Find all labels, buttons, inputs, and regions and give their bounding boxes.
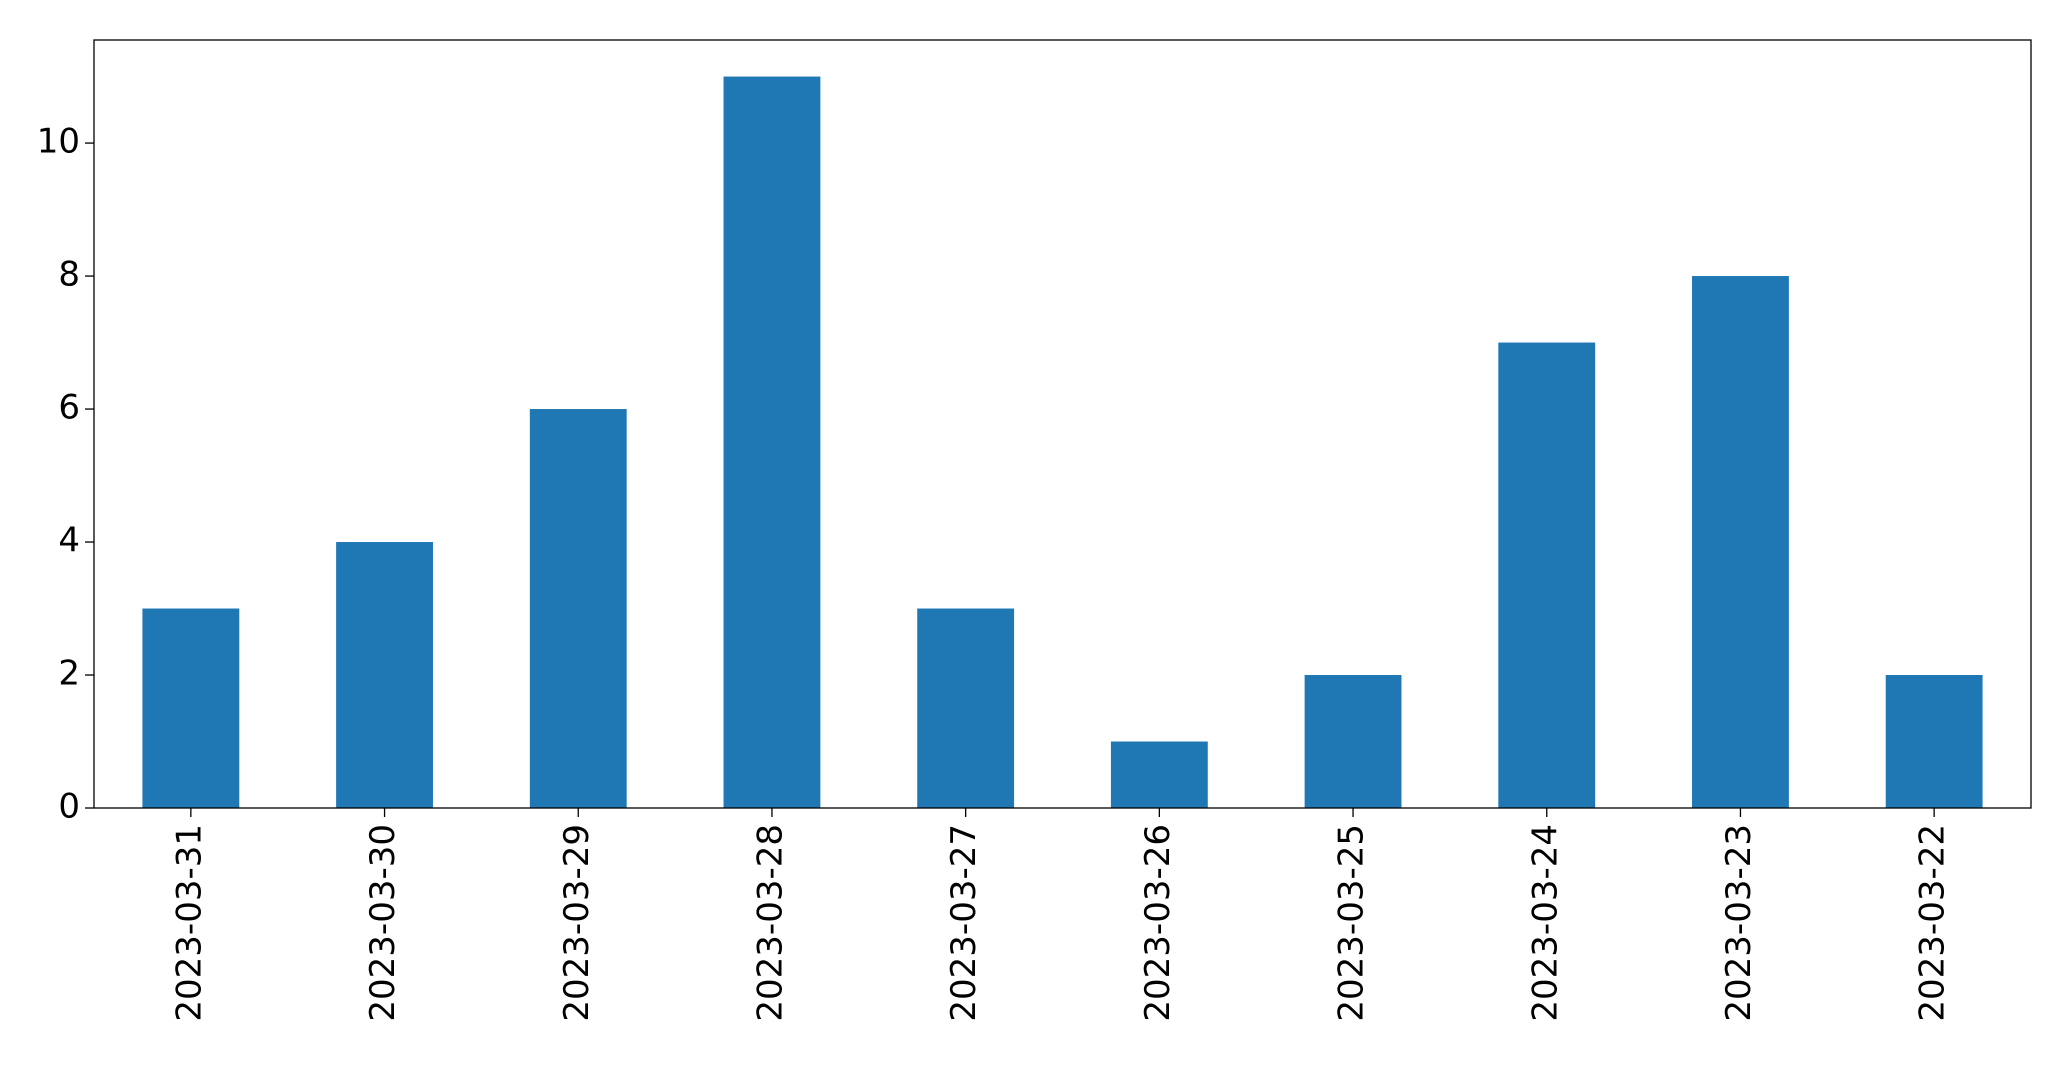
- y-tick-label: 4: [58, 521, 80, 561]
- bar: [723, 76, 821, 809]
- x-tick-label: 2023-03-31: [169, 824, 209, 1022]
- bar: [336, 542, 433, 808]
- x-tick-label: 2023-03-23: [1719, 824, 1759, 1022]
- y-tick-label: 0: [58, 787, 80, 827]
- bar: [1498, 342, 1596, 808]
- y-tick-label: 2: [58, 654, 80, 694]
- x-tick-label: 2023-03-26: [1138, 824, 1178, 1022]
- x-tick-label: 2023-03-27: [944, 824, 984, 1022]
- x-tick-label: 2023-03-29: [557, 824, 597, 1022]
- x-tick-label: 2023-03-28: [750, 824, 790, 1022]
- y-tick-label: 6: [58, 388, 80, 428]
- bar: [1110, 741, 1208, 808]
- bar: [529, 409, 627, 808]
- x-tick-label: 2023-03-24: [1525, 824, 1565, 1022]
- bar: [917, 608, 1015, 808]
- y-tick-label: 8: [58, 255, 80, 295]
- bar: [1885, 675, 1983, 808]
- bar: [142, 608, 240, 808]
- plot-frame: [93, 39, 2032, 809]
- x-tick-label: 2023-03-22: [1913, 824, 1953, 1022]
- x-tick-label: 2023-03-30: [363, 824, 403, 1022]
- y-tick-label: 10: [37, 122, 80, 162]
- bar: [1304, 675, 1402, 808]
- x-tick-label: 2023-03-25: [1332, 824, 1372, 1022]
- bar: [1692, 276, 1789, 808]
